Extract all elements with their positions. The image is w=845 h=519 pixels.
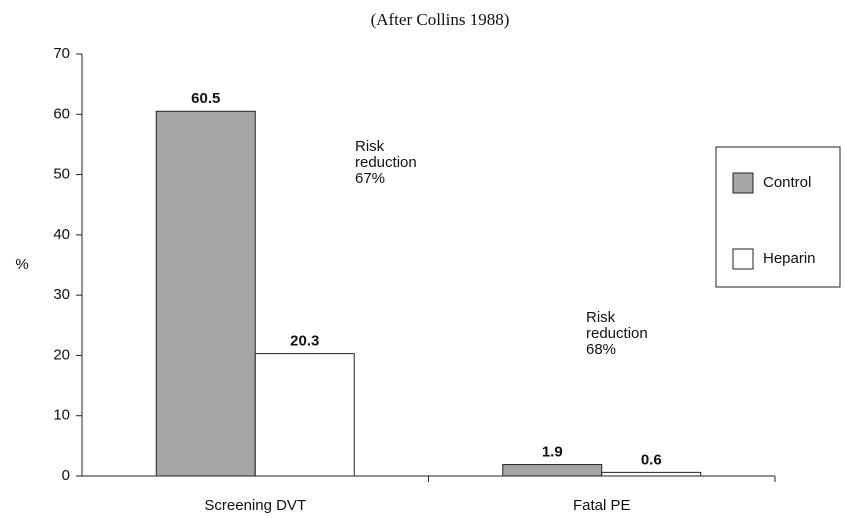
value-label: 1.9 <box>542 444 563 461</box>
y-tick-label: 40 <box>53 226 70 243</box>
legend-label: Heparin <box>763 250 816 267</box>
y-tick-label: 50 <box>53 166 70 183</box>
annotation: reduction <box>355 154 417 171</box>
y-tick-label: 70 <box>53 45 70 62</box>
y-tick-label: 30 <box>53 286 70 303</box>
x-tick-label: Fatal PE <box>573 497 631 514</box>
value-label: 60.5 <box>191 90 220 107</box>
legend-swatch <box>732 248 754 270</box>
annotation: Risk <box>586 309 616 326</box>
annotation: 68% <box>586 341 616 358</box>
legend-swatch <box>732 172 754 194</box>
y-tick-label: 0 <box>62 467 70 484</box>
bar <box>601 471 702 477</box>
y-tick-label: 20 <box>53 346 70 363</box>
value-label: 20.3 <box>290 333 319 350</box>
y-tick-label: 60 <box>53 105 70 122</box>
annotation: reduction <box>586 325 648 342</box>
y-tick-label: 10 <box>53 407 70 424</box>
annotation: Risk <box>355 138 385 155</box>
legend-label: Control <box>763 174 811 191</box>
bar <box>254 353 355 477</box>
x-tick-label: Screening DVT <box>204 497 306 514</box>
bar <box>502 464 603 477</box>
chart-title: (After Collins 1988) <box>371 10 510 29</box>
value-label: 0.6 <box>641 451 662 468</box>
bar <box>155 110 256 477</box>
annotation: 67% <box>355 170 385 187</box>
y-axis-label: % <box>15 256 28 273</box>
